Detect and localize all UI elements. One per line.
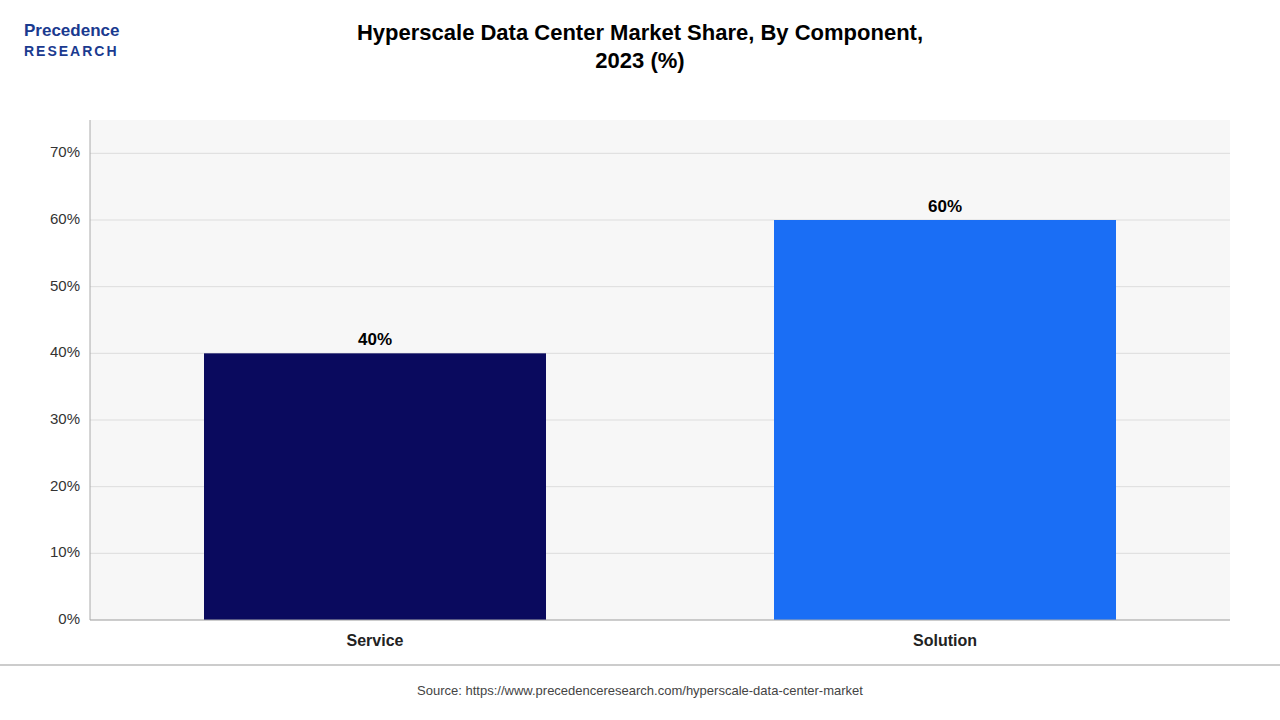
chart-container: Precedence RESEARCH Hyperscale Data Center… bbox=[0, 0, 1280, 720]
y-tick-label: 20% bbox=[50, 477, 80, 494]
title: Hyperscale Data Center Market Share, By … bbox=[357, 20, 923, 73]
y-tick-label: 10% bbox=[50, 543, 80, 560]
grid-line bbox=[90, 153, 1230, 154]
separator bbox=[0, 664, 1280, 666]
chart-svg: Precedence RESEARCH Hyperscale Data Center… bbox=[0, 0, 1280, 720]
x-axis-line bbox=[90, 620, 1230, 621]
y-tick-label: 30% bbox=[50, 410, 80, 427]
x-tick-label: Solution bbox=[913, 632, 977, 649]
grid-line bbox=[90, 620, 1230, 621]
background bbox=[0, 0, 1280, 720]
y-tick-label: 70% bbox=[50, 143, 80, 160]
data-label: 40% bbox=[358, 330, 392, 349]
logo-text: Precedence bbox=[24, 21, 119, 40]
x-tick-label: Service bbox=[347, 632, 404, 649]
plot-background bbox=[90, 120, 1230, 620]
bar bbox=[774, 220, 1116, 620]
y-tick-label: 40% bbox=[50, 343, 80, 360]
title-line: Hyperscale Data Center Market Share, By … bbox=[357, 20, 923, 45]
y-tick-label: 0% bbox=[58, 610, 80, 627]
y-tick-label: 60% bbox=[50, 210, 80, 227]
data-label: 60% bbox=[928, 197, 962, 216]
logo-text: RESEARCH bbox=[24, 43, 119, 59]
y-tick-label: 50% bbox=[50, 277, 80, 294]
source-text: Source: https://www.precedenceresearch.c… bbox=[417, 683, 863, 698]
y-axis-line bbox=[90, 120, 91, 620]
grid bbox=[90, 153, 1230, 620]
title-line: 2023 (%) bbox=[595, 48, 684, 73]
bars bbox=[204, 220, 1116, 620]
bar bbox=[204, 353, 546, 620]
